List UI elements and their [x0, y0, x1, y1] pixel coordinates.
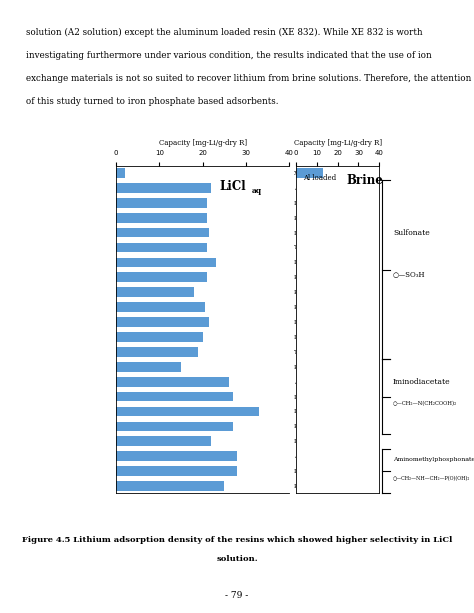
- Text: - 79 -: - 79 -: [225, 590, 249, 600]
- Bar: [116, 243, 207, 253]
- Bar: [116, 451, 237, 461]
- Bar: [116, 302, 205, 312]
- Bar: [116, 347, 198, 357]
- Text: of this study turned to iron phosphate based adsorbents.: of this study turned to iron phosphate b…: [26, 97, 279, 107]
- Text: solution (A2 solution) except the aluminum loaded resin (XE 832). While XE 832 i: solution (A2 solution) except the alumin…: [26, 28, 423, 37]
- Text: Al loaded: Al loaded: [303, 173, 336, 181]
- Text: ○—SO₃H: ○—SO₃H: [393, 270, 426, 278]
- Text: Figure 4.5 Lithium adsorption density of the resins which showed higher selectiv: Figure 4.5 Lithium adsorption density of…: [22, 536, 452, 544]
- Text: investigating furthermore under various condition, the results indicated that th: investigating furthermore under various …: [26, 51, 432, 60]
- Bar: [116, 213, 207, 223]
- Bar: [116, 332, 202, 342]
- Bar: [116, 481, 224, 491]
- Bar: [116, 436, 211, 446]
- Text: aq: aq: [252, 187, 262, 195]
- Bar: [116, 377, 228, 387]
- Text: Iminodiacetate: Iminodiacetate: [393, 378, 451, 386]
- Bar: [116, 228, 209, 237]
- Bar: [116, 466, 237, 476]
- Bar: [296, 168, 323, 178]
- Text: ○—CH₂—N(CH₂COOH)₂: ○—CH₂—N(CH₂COOH)₂: [393, 402, 457, 406]
- Bar: [116, 287, 194, 297]
- X-axis label: Capacity [mg-Li/g-dry R]: Capacity [mg-Li/g-dry R]: [294, 139, 382, 147]
- Bar: [116, 362, 181, 371]
- Text: ○—CH₂—NH—CH₂—P(O)(OH)₂: ○—CH₂—NH—CH₂—P(O)(OH)₂: [393, 476, 470, 481]
- Bar: [116, 183, 211, 192]
- Text: Aminomethylphosphonate: Aminomethylphosphonate: [393, 457, 474, 462]
- Text: solution.: solution.: [216, 555, 258, 563]
- Text: exchange materials is not so suited to recover lithium from brine solutions. The: exchange materials is not so suited to r…: [26, 74, 472, 83]
- Text: LiCl: LiCl: [220, 180, 246, 193]
- Bar: [116, 272, 207, 282]
- Bar: [116, 317, 209, 327]
- Bar: [116, 422, 233, 431]
- Bar: [116, 406, 259, 416]
- Bar: [116, 392, 233, 402]
- Text: Brine: Brine: [346, 173, 383, 187]
- Text: Sulfonate: Sulfonate: [393, 229, 430, 237]
- Bar: [116, 168, 125, 178]
- Bar: [116, 198, 207, 208]
- Bar: [116, 257, 216, 267]
- X-axis label: Capacity [mg-Li/g-dry R]: Capacity [mg-Li/g-dry R]: [159, 139, 246, 147]
